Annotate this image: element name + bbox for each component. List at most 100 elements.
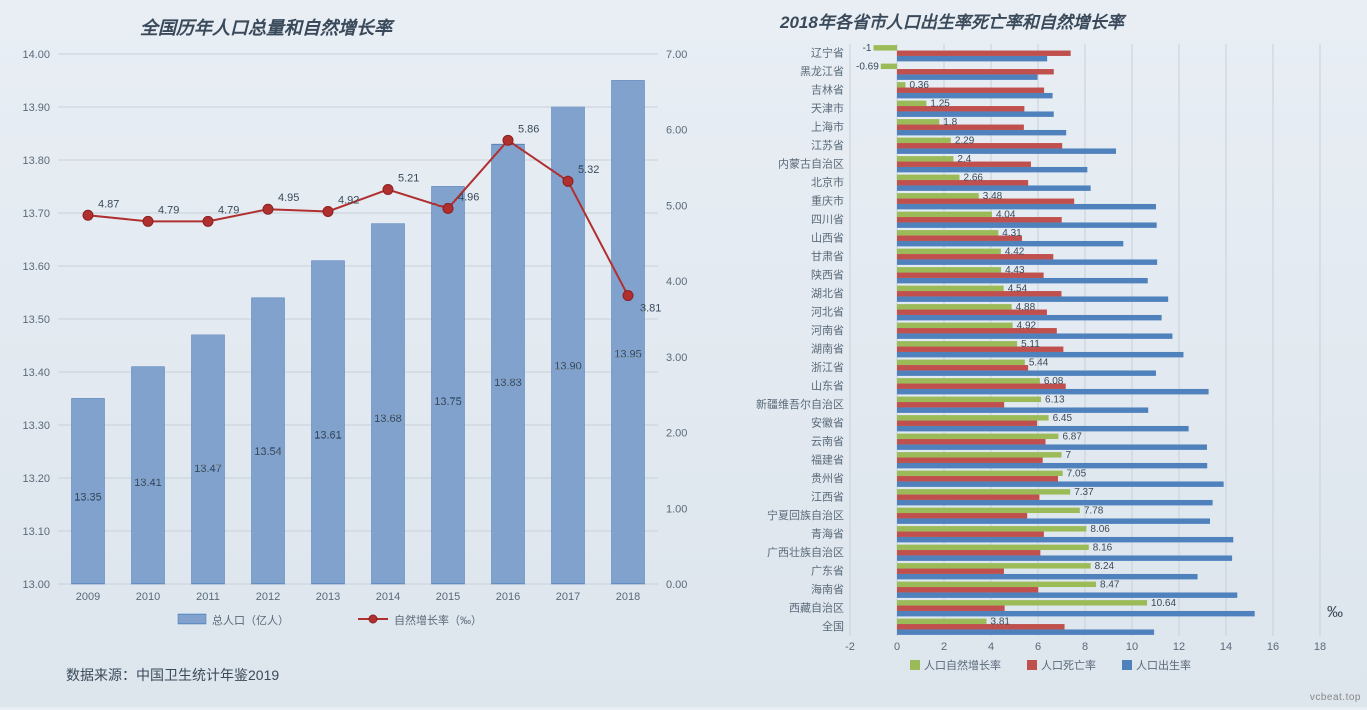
y-left-tick: 14.00 (22, 49, 50, 61)
legend-swatch (910, 660, 920, 670)
x-tick: 2010 (136, 591, 160, 603)
province-bar-death (897, 550, 1040, 555)
y-right-tick: 2.00 (666, 428, 687, 440)
province-bar-birth (897, 611, 1255, 616)
region-label: 青海省 (811, 526, 844, 540)
natural-value: 7 (1066, 450, 1072, 461)
region-label: 西藏自治区 (789, 600, 844, 614)
growth-marker (263, 204, 273, 214)
province-bar-natural (897, 508, 1080, 513)
growth-marker (143, 216, 153, 226)
province-bar-death (897, 495, 1039, 500)
x-tick: 4 (988, 641, 994, 653)
x-tick: 12 (1173, 641, 1185, 653)
natural-value: 8.47 (1100, 579, 1120, 590)
region-label: 广东省 (811, 564, 844, 577)
natural-value: 1.25 (930, 98, 950, 109)
province-bar-natural (897, 434, 1058, 439)
natural-value: 8.16 (1093, 542, 1113, 553)
natural-value: -0.69 (856, 61, 879, 72)
province-bar-natural (897, 101, 926, 106)
region-label: 云南省 (811, 435, 844, 448)
y-right-tick: 6.00 (666, 125, 687, 137)
y-right-tick: 1.00 (666, 503, 687, 515)
y-left-tick: 13.50 (22, 314, 50, 326)
province-bar-natural (897, 323, 1013, 328)
x-tick: 2014 (376, 591, 400, 603)
region-label: 内蒙古自治区 (778, 156, 844, 170)
y-left-tick: 13.60 (22, 261, 50, 273)
left-chart-svg: 13.0013.1013.2013.3013.4013.5013.6013.70… (0, 44, 700, 684)
natural-value: 7.78 (1084, 505, 1104, 516)
region-label: 宁夏回族自治区 (767, 508, 844, 522)
bar-value: 13.35 (74, 492, 102, 504)
line-value: 4.87 (98, 198, 119, 210)
province-bar-death (897, 384, 1066, 389)
region-label: 海南省 (811, 582, 844, 596)
province-bar-natural (897, 267, 1001, 272)
province-bar-birth (897, 463, 1207, 468)
province-bar-natural (897, 397, 1041, 402)
x-tick: 10 (1126, 641, 1138, 653)
y-right-tick: 4.00 (666, 276, 687, 288)
y-left-tick: 13.40 (22, 367, 50, 379)
bar-value: 13.95 (614, 348, 642, 360)
natural-value: 6.45 (1053, 413, 1073, 424)
legend-label: 人口出生率 (1136, 658, 1191, 672)
population-bar (132, 367, 165, 584)
x-tick: 2009 (76, 591, 100, 603)
province-bar-natural (897, 489, 1070, 494)
natural-value: 7.05 (1067, 468, 1087, 479)
growth-marker (203, 216, 213, 226)
legend-bar-label: 总人口（亿人） (212, 613, 289, 627)
province-bar-death (897, 587, 1038, 592)
x-tick: 2017 (556, 591, 580, 603)
province-bar-natural (897, 563, 1091, 568)
natural-value: 6.08 (1044, 376, 1064, 387)
province-bar-natural (897, 582, 1096, 587)
legend-label: 人口自然增长率 (924, 658, 1001, 672)
natural-value: 4.31 (1002, 228, 1022, 239)
x-tick: -2 (845, 641, 855, 653)
province-bar-natural (897, 212, 992, 217)
bar-value: 13.90 (554, 360, 582, 372)
x-tick: 2 (941, 641, 947, 653)
province-bar-death (897, 606, 1005, 611)
y-left-tick: 13.00 (22, 579, 50, 591)
natural-value: 2.29 (955, 135, 975, 146)
province-bar-natural (897, 156, 953, 161)
region-label: 福建省 (811, 452, 844, 466)
province-bar-natural (897, 249, 1001, 254)
province-bar-natural (897, 304, 1012, 309)
line-value: 3.81 (640, 303, 661, 315)
region-label: 山东省 (811, 379, 844, 392)
natural-value: 4.54 (1008, 283, 1028, 294)
line-value: 4.79 (218, 204, 239, 216)
province-bar-birth (897, 537, 1233, 542)
province-bar-birth (897, 93, 1053, 98)
province-bar-death (897, 365, 1028, 370)
x-tick: 0 (894, 641, 900, 653)
x-tick: 2016 (496, 591, 520, 603)
right-chart-svg: -2024681012141618辽宁省-1黑龙江省-0.69吉林省0.36天津… (700, 30, 1367, 710)
province-bar-birth (897, 444, 1207, 449)
province-bar-natural (897, 119, 939, 124)
x-tick: 2012 (256, 591, 280, 603)
line-value: 5.32 (578, 164, 599, 176)
province-bar-birth (897, 130, 1066, 135)
region-label: 广西壮族自治区 (767, 545, 844, 559)
y-right-tick: 0.00 (666, 579, 687, 591)
natural-value: 0.36 (909, 80, 929, 91)
legend-line-label: 自然增长率（‰） (394, 613, 482, 627)
province-bar-death (897, 51, 1071, 56)
region-label: 天津市 (811, 101, 844, 115)
natural-value: 4.92 (1017, 320, 1037, 331)
y-right-tick: 7.00 (666, 49, 687, 61)
province-bar-birth (897, 148, 1116, 153)
x-tick: 2018 (616, 591, 640, 603)
region-label: 辽宁省 (811, 45, 844, 59)
province-bar-death (897, 569, 1004, 574)
province-bar-natural (897, 175, 960, 180)
bar-value: 13.75 (434, 396, 462, 408)
region-label: 北京市 (811, 175, 844, 189)
